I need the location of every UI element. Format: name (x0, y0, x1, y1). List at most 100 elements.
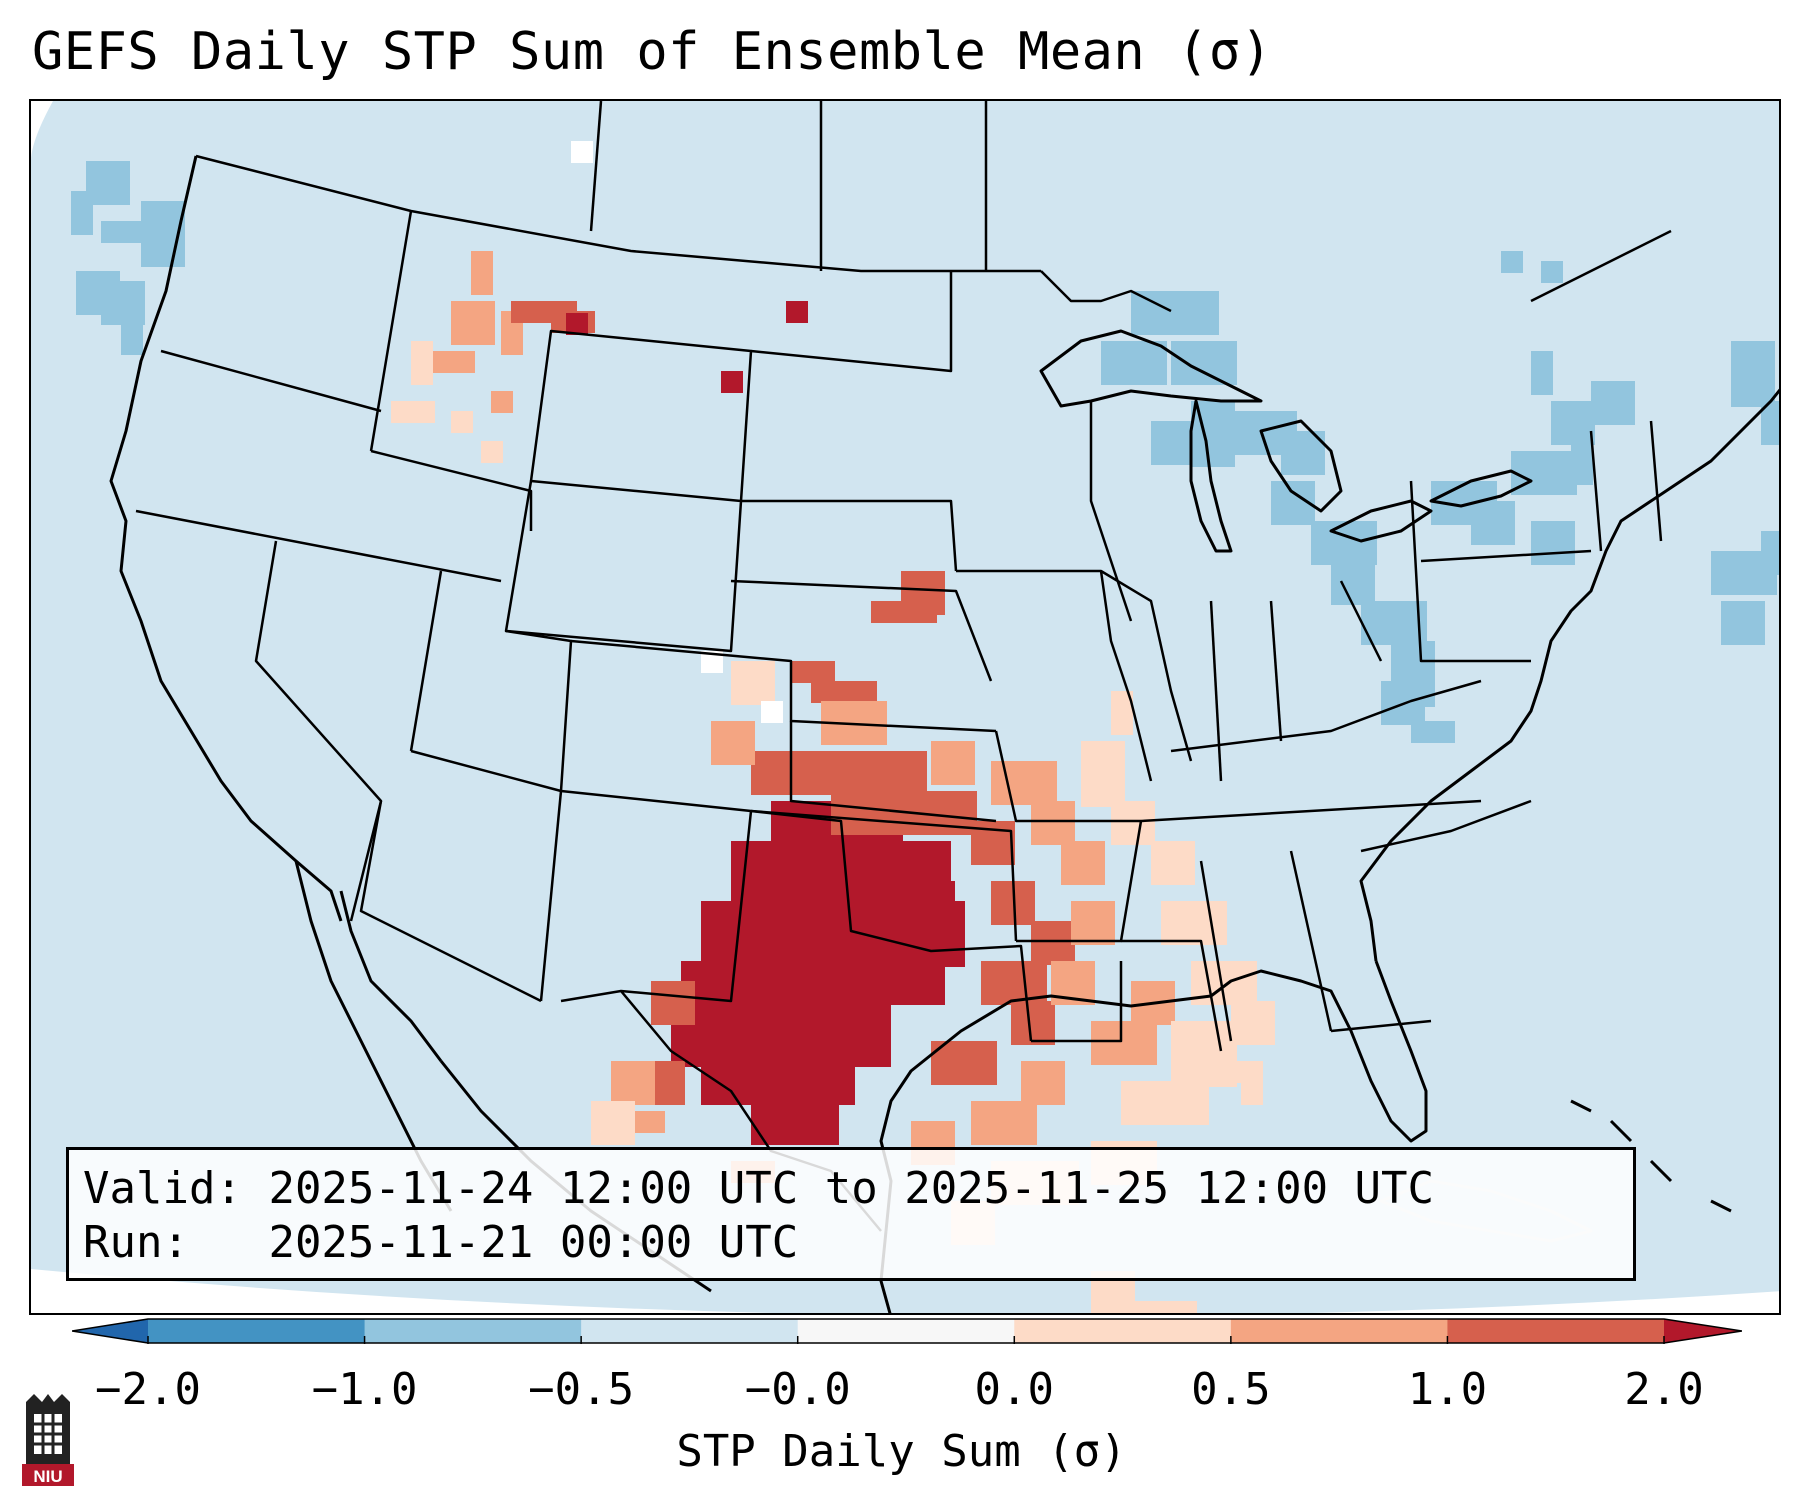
stp-cell (1031, 921, 1075, 965)
stp-cell (611, 1061, 655, 1105)
stp-cell (411, 341, 433, 385)
stp-cell (1011, 1001, 1055, 1045)
stp-cell (1061, 841, 1105, 885)
colorbar-extend-high (1664, 1319, 1742, 1343)
colorbar-extend-low (72, 1319, 148, 1343)
stp-cell (1171, 341, 1237, 385)
stp-cell (481, 441, 503, 463)
valid-value: 2025-11-24 12:00 UTC to 2025-11-25 12:00… (268, 1163, 1435, 1214)
stp-cell (911, 881, 955, 925)
colorbar-tick-label: 0.0 (974, 1364, 1055, 1415)
domain-background (31, 101, 1779, 1313)
stp-cell (451, 411, 473, 433)
stp-cell (431, 351, 475, 373)
stp-cell (791, 661, 835, 683)
stp-cell (451, 301, 495, 345)
colorbar-tick-label: 0.5 (1191, 1364, 1271, 1415)
colorbar-bin (1447, 1319, 1665, 1343)
colorbar-bin (148, 1319, 366, 1343)
stp-cell (1541, 261, 1563, 283)
stp-cell (761, 701, 783, 723)
stp-cell (1131, 1301, 1197, 1313)
stp-cell (1411, 721, 1455, 743)
stp-cell (86, 161, 130, 205)
colorbar-bin (581, 1319, 799, 1343)
stp-cell (1121, 1081, 1209, 1125)
stp-cell (1361, 601, 1427, 645)
outside-domain-bottom (31, 1269, 1779, 1313)
stp-cell (711, 721, 755, 765)
stp-cell (1731, 341, 1775, 407)
map-svg (31, 101, 1779, 1313)
stp-cell (1081, 741, 1125, 807)
colorbar-label: STP Daily Sum (σ) (676, 1426, 1127, 1477)
stp-cell (1511, 451, 1577, 495)
stp-cell (701, 1061, 855, 1105)
stp-cell (1471, 501, 1515, 545)
stp-cell (931, 741, 975, 785)
stp-cell (1531, 521, 1575, 565)
colorbar-tick-label: 1.0 (1407, 1364, 1488, 1415)
colorbar-tick-label: −0.5 (528, 1364, 635, 1415)
stp-cell (731, 661, 775, 705)
stp-field (71, 141, 1779, 1313)
stp-cell (1761, 401, 1779, 445)
stp-cell (1531, 351, 1553, 395)
stp-cell (1311, 521, 1377, 565)
run-label: Run: (83, 1217, 189, 1268)
stp-cell (1591, 381, 1635, 425)
stp-cell (971, 1101, 1037, 1145)
logo-text: NIU (33, 1467, 62, 1486)
stp-cell (571, 141, 593, 163)
stp-cell (1111, 691, 1133, 735)
stp-cell (1111, 801, 1155, 845)
colorbar-bin (797, 1319, 1015, 1343)
colorbar-tick-label: 2.0 (1624, 1364, 1704, 1415)
stp-cell (1151, 841, 1195, 885)
stp-cell (1501, 251, 1523, 273)
stp-cell (1101, 341, 1167, 385)
valid-label: Valid: (83, 1163, 242, 1214)
stp-cell (491, 391, 513, 413)
stp-cell (471, 251, 493, 295)
stp-cell (71, 191, 93, 235)
stp-cell (1761, 531, 1779, 575)
colorbar (72, 1318, 1742, 1344)
chart-title: GEFS Daily STP Sum of Ensemble Mean (σ) (32, 22, 1273, 82)
stp-cell (811, 681, 877, 703)
stp-cell (1021, 1061, 1065, 1105)
stp-cell (121, 311, 143, 355)
stp-cell (871, 601, 937, 623)
stp-cell (681, 961, 945, 1005)
stp-cell (751, 1101, 839, 1145)
stp-cell (991, 761, 1057, 805)
stp-cell (1151, 421, 1195, 465)
stp-cell (1571, 441, 1593, 485)
stp-cell (1331, 561, 1375, 605)
run-value: 2025-11-21 00:00 UTC (268, 1217, 799, 1268)
stp-cell (566, 313, 588, 335)
stp-cell (1031, 801, 1075, 845)
colorbar-bin (1014, 1319, 1232, 1343)
valid-run-box: Valid: 2025-11-24 12:00 UTC to 2025-11-2… (66, 1147, 1636, 1281)
stp-cell (671, 1001, 891, 1067)
stp-cell (786, 301, 808, 323)
stp-cell (1071, 901, 1115, 945)
stp-cell (1231, 1001, 1275, 1045)
stp-cell (751, 751, 927, 795)
niu-logo: NIU (22, 1394, 74, 1486)
map-panel (29, 99, 1781, 1315)
state-boundaries (135, 101, 1672, 1232)
stp-cell (931, 1041, 997, 1085)
stp-cell (651, 981, 695, 1025)
colorbar-tick-label: −2.0 (95, 1364, 201, 1415)
stp-cell (1721, 601, 1765, 645)
stp-cell (721, 371, 743, 393)
stp-cell (591, 1101, 635, 1145)
stp-cell (1551, 401, 1595, 445)
stp-cell (391, 401, 435, 423)
stp-cell (1091, 1021, 1157, 1065)
colorbar-tick-label: −0.0 (744, 1364, 851, 1415)
colorbar-bin (1230, 1319, 1448, 1343)
colorbar-tick-label: −1.0 (311, 1364, 418, 1415)
